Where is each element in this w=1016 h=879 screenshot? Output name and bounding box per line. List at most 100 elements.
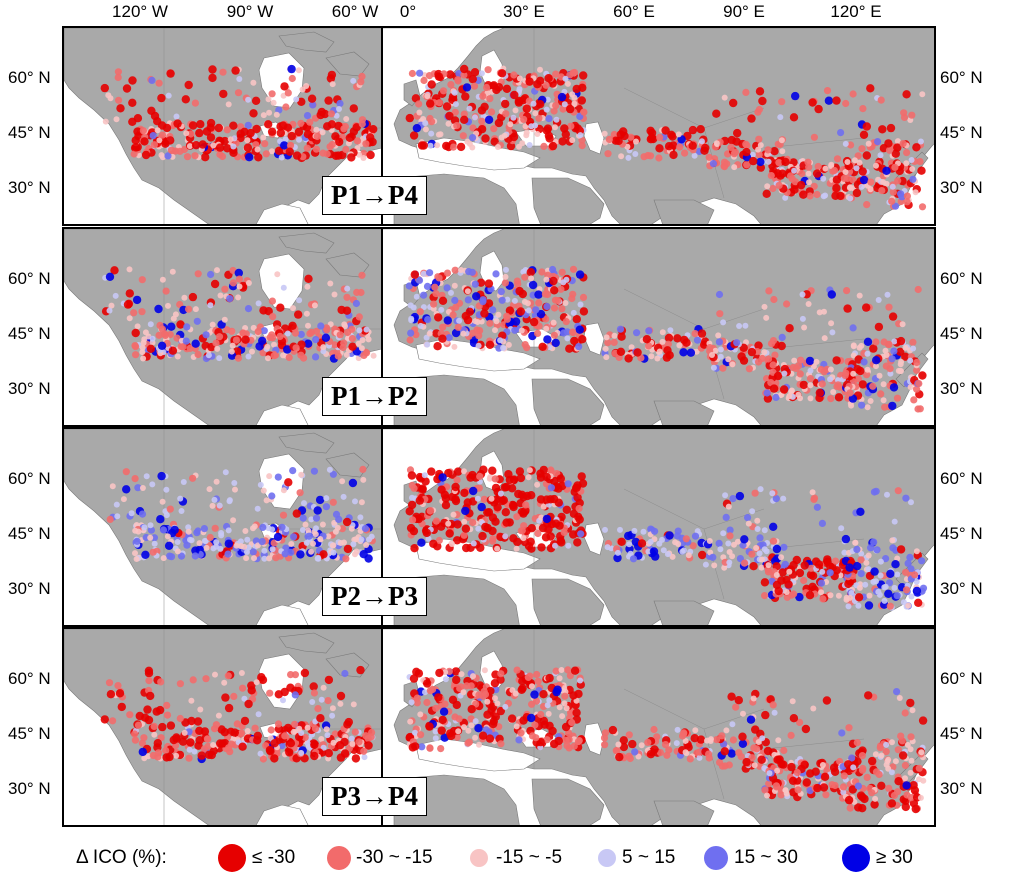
station-point [176, 680, 184, 688]
station-point [274, 690, 283, 699]
station-point [191, 546, 200, 555]
station-point [856, 159, 863, 166]
station-point [903, 791, 911, 799]
station-point [347, 153, 356, 162]
station-point [437, 745, 445, 753]
station-point [767, 379, 775, 387]
station-point [738, 739, 748, 748]
station-point [492, 327, 498, 334]
station-point [842, 99, 850, 108]
station-point [717, 353, 724, 360]
station-point [877, 781, 886, 790]
station-point [753, 545, 760, 551]
station-point [778, 568, 787, 577]
station-point [678, 732, 687, 740]
station-point [727, 143, 735, 151]
station-point [110, 266, 119, 275]
station-point [336, 106, 342, 112]
station-point [112, 292, 119, 299]
station-point [833, 155, 842, 163]
station-point [133, 556, 140, 562]
land-shape [531, 578, 605, 625]
station-point [743, 161, 751, 169]
country-border [763, 738, 865, 750]
station-point [452, 303, 460, 311]
station-point [690, 734, 699, 743]
station-point [919, 584, 928, 592]
station-point [329, 470, 337, 478]
station-point [846, 804, 854, 812]
station-point [795, 568, 805, 578]
station-point [138, 747, 147, 757]
station-point [326, 466, 333, 473]
station-point [114, 68, 122, 76]
station-point [827, 376, 834, 383]
station-point [682, 535, 690, 543]
station-point [810, 363, 817, 370]
station-point [191, 99, 199, 107]
station-point [810, 705, 817, 712]
station-point [445, 520, 452, 527]
lat-tick-right: 30° N [940, 379, 983, 398]
station-point [426, 99, 435, 108]
station-point [602, 526, 608, 533]
station-point [147, 106, 156, 116]
station-point [853, 165, 860, 172]
station-point [864, 350, 871, 357]
station-point [122, 468, 130, 476]
station-point [100, 715, 109, 724]
station-point [916, 405, 924, 413]
station-point [525, 307, 532, 314]
station-point [915, 764, 923, 772]
station-point [565, 344, 574, 353]
station-point [194, 270, 202, 278]
station-point [891, 560, 900, 569]
station-point [558, 137, 567, 146]
station-point [546, 495, 555, 504]
station-point [787, 591, 796, 599]
station-point [619, 742, 629, 752]
station-point [164, 541, 174, 550]
station-point [155, 331, 163, 339]
station-point [408, 69, 416, 78]
station-point [834, 393, 844, 402]
station-point [909, 166, 916, 172]
station-point [767, 340, 776, 348]
station-point [822, 696, 832, 705]
station-point [782, 194, 789, 201]
station-point [564, 335, 571, 342]
lat-tick-left: 30° N [8, 379, 51, 398]
station-point [472, 718, 479, 725]
station-point [663, 346, 672, 355]
station-point [767, 172, 775, 180]
lon-tick-0: 0° [399, 2, 417, 21]
station-point [749, 156, 758, 166]
station-point [727, 692, 736, 701]
station-point [550, 331, 558, 339]
station-point [242, 528, 249, 534]
station-point [894, 555, 901, 562]
station-point [214, 267, 220, 274]
station-point [575, 270, 585, 279]
station-point [310, 689, 318, 697]
map-svg [64, 629, 934, 825]
station-point [723, 727, 730, 734]
station-point [460, 64, 469, 74]
station-point [417, 538, 426, 547]
station-point [335, 741, 345, 750]
station-point [409, 516, 417, 524]
station-point [279, 511, 288, 519]
station-point [497, 288, 505, 296]
station-point [434, 313, 443, 322]
period-label: P1→P4 [322, 176, 427, 215]
station-point [142, 329, 149, 336]
station-point [147, 522, 154, 529]
station-point [254, 505, 261, 512]
station-point [664, 142, 674, 151]
station-point [573, 538, 582, 547]
station-point [438, 334, 447, 343]
station-point [244, 728, 251, 734]
station-point [741, 559, 749, 567]
station-point [868, 789, 876, 797]
station-point [867, 186, 874, 193]
